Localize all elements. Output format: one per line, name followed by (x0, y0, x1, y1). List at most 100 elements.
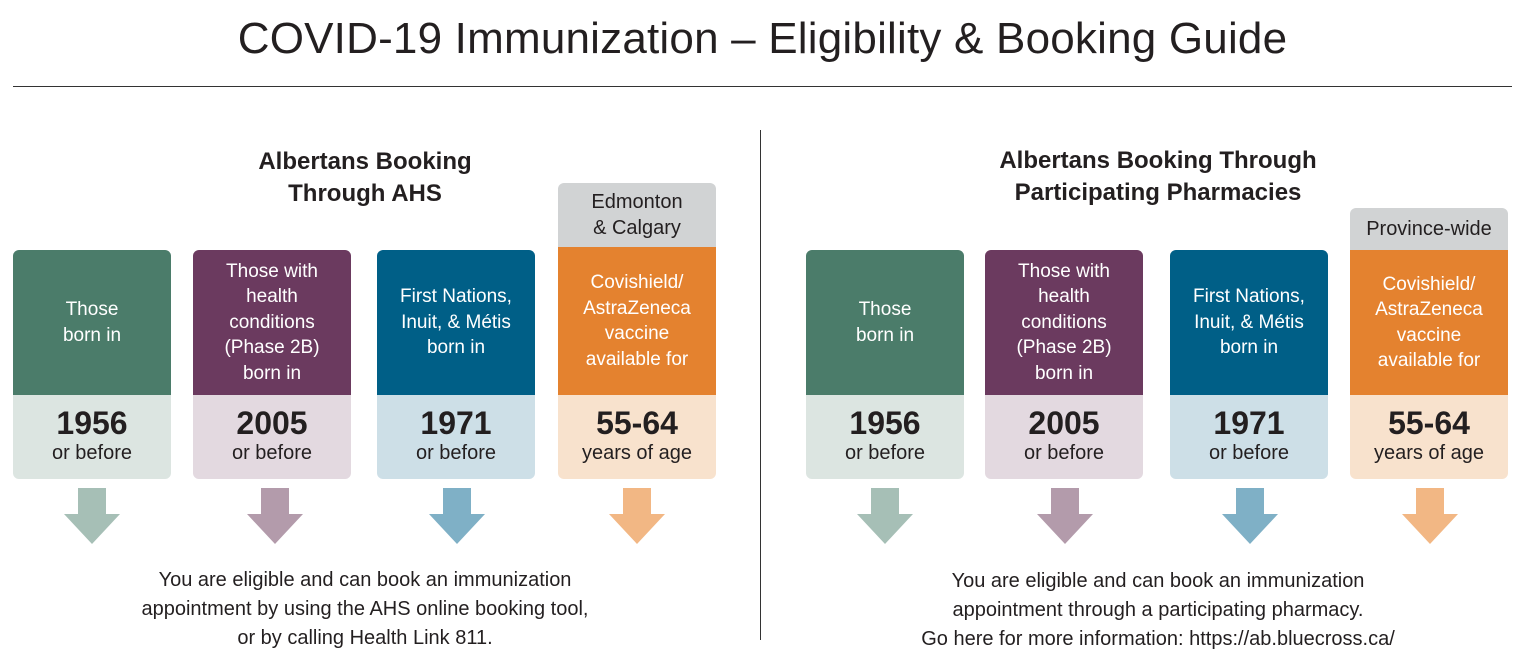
footer-line: You are eligible and can book an immuniz… (951, 570, 1365, 592)
card-sub: or before (1208, 442, 1290, 464)
right-panel-heading: Albertans Booking Through Participating … (958, 145, 1358, 209)
down-arrow-icon (247, 488, 303, 544)
card-value-box: 1971 or before (377, 395, 535, 479)
card-sub: or before (415, 442, 497, 464)
title-divider (13, 86, 1512, 87)
card-label-line: Those (858, 299, 912, 320)
card-label: Those with health conditions (Phase 2B) … (985, 250, 1143, 395)
card-label: Those born in (13, 250, 171, 395)
down-arrow-icon (857, 488, 913, 544)
card-label-line: Those (65, 299, 119, 320)
right-region-label: Province-wide (1350, 208, 1508, 250)
right-panel: Albertans Booking Through Participating … (793, 0, 1513, 670)
card-value: 1971 (420, 405, 492, 441)
card-sub: or before (844, 442, 926, 464)
left-panel-heading-line2: Through AHS (288, 180, 442, 207)
card-label: First Nations, Inuit, & Métis born in (1170, 250, 1328, 395)
card-label-line: vaccine (604, 323, 670, 344)
card-label-line: conditions (1021, 311, 1107, 333)
right-card-first-nations: First Nations, Inuit, & Métis born in 19… (1170, 250, 1328, 479)
card-label-line: health (246, 286, 298, 308)
card-label-line: conditions (229, 311, 315, 333)
card-label-line: First Nations, (1193, 286, 1305, 308)
down-arrow-icon (429, 488, 485, 544)
card-label-line: Covishield/ (1382, 273, 1476, 295)
right-card-born-1956: Those born in 1956 or before (806, 250, 964, 479)
card-label-line: born in (1034, 362, 1094, 384)
card-label-line: vaccine (1396, 324, 1462, 346)
card-label-line: (Phase 2B) (1016, 337, 1112, 359)
card-label-line: Those with (226, 260, 318, 282)
down-arrow-icon (1037, 488, 1093, 544)
card-label-line: born in (426, 337, 486, 359)
right-card-health-conditions: Those with health conditions (Phase 2B) … (985, 250, 1143, 479)
footer-line: Go here for more information: https://ab… (921, 628, 1395, 650)
card-label-line: born in (242, 362, 302, 384)
card-value-box: 1956 or before (806, 395, 964, 479)
card-label-line: born in (1219, 337, 1279, 359)
card-sub: or before (231, 442, 313, 464)
card-label-line: born in (62, 324, 122, 346)
card-value: 1956 (849, 405, 921, 441)
card-value-box: 55-64 years of age (1350, 395, 1508, 479)
card-label-line: AstraZeneca (583, 297, 691, 319)
card-label-line: available for (585, 348, 689, 370)
page-title: COVID-19 Immunization – Eligibility & Bo… (237, 14, 1288, 63)
right-footer: You are eligible and can book an immuniz… (843, 567, 1473, 654)
card-value: 55-64 (596, 405, 678, 441)
card-value: 2005 (236, 405, 308, 441)
left-region-line1: Edmonton (591, 191, 683, 213)
left-card-born-1956: Those born in 1956 or before (13, 250, 171, 479)
left-card-first-nations: First Nations, Inuit, & Métis born in 19… (377, 250, 535, 479)
card-label-line: Covishield/ (590, 272, 684, 293)
left-region-label: Edmonton & Calgary (558, 183, 716, 247)
card-label-line: health (1038, 286, 1090, 308)
card-label: Those born in (806, 250, 964, 395)
card-label: Those with health conditions (Phase 2B) … (193, 250, 351, 395)
card-sub: or before (1023, 442, 1105, 464)
card-value: 55-64 (1388, 405, 1470, 441)
left-panel: Albertans Booking Through AHS Edmonton &… (0, 0, 720, 670)
card-label-line: born in (855, 324, 915, 346)
card-value-box: 2005 or before (193, 395, 351, 479)
card-value-box: 2005 or before (985, 395, 1143, 479)
card-label-line: Those with (1018, 260, 1110, 282)
card-label-line: Inuit, & Métis (1194, 311, 1304, 333)
footer-line: You are eligible and can book an immuniz… (158, 569, 572, 591)
card-value: 1956 (56, 405, 128, 441)
down-arrow-icon (1402, 488, 1458, 544)
footer-line: appointment by using the AHS online book… (141, 598, 589, 620)
left-card-astrazeneca: Covishield/ AstraZeneca vaccine availabl… (558, 247, 716, 479)
card-label: First Nations, Inuit, & Métis born in (377, 250, 535, 395)
card-label: Covishield/ AstraZeneca vaccine availabl… (1350, 250, 1508, 395)
footer-line: appointment through a participating phar… (952, 599, 1364, 621)
footer-line: or by calling Health Link 811. (237, 627, 493, 649)
card-value-box: 1971 or before (1170, 395, 1328, 479)
left-panel-heading-line1: Albertans Booking (258, 148, 472, 175)
card-value: 1971 (1213, 405, 1285, 441)
left-region-line2: & Calgary (593, 217, 681, 239)
card-value-box: 1956 or before (13, 395, 171, 479)
down-arrow-icon (609, 488, 665, 544)
left-card-health-conditions: Those with health conditions (Phase 2B) … (193, 250, 351, 479)
card-label-line: Inuit, & Métis (401, 311, 511, 333)
card-sub: years of age (1373, 442, 1485, 464)
left-panel-heading: Albertans Booking Through AHS (215, 146, 515, 210)
card-value: 2005 (1028, 405, 1100, 441)
card-value-box: 55-64 years of age (558, 395, 716, 479)
panel-divider (760, 130, 761, 640)
down-arrow-icon (1222, 488, 1278, 544)
card-label-line: available for (1377, 350, 1481, 371)
left-footer: You are eligible and can book an immuniz… (60, 566, 670, 653)
right-region-line1: Province-wide (1366, 218, 1492, 240)
card-label-line: (Phase 2B) (224, 337, 320, 359)
card-label-line: AstraZeneca (1375, 299, 1483, 320)
card-label-line: First Nations, (400, 286, 512, 308)
right-card-astrazeneca: Covishield/ AstraZeneca vaccine availabl… (1350, 250, 1508, 479)
down-arrow-icon (64, 488, 120, 544)
right-panel-heading-line1: Albertans Booking Through (999, 147, 1317, 174)
card-sub: or before (51, 442, 133, 464)
card-sub: years of age (581, 442, 693, 464)
card-label: Covishield/ AstraZeneca vaccine availabl… (558, 247, 716, 395)
right-panel-heading-line2: Participating Pharmacies (1014, 179, 1302, 206)
